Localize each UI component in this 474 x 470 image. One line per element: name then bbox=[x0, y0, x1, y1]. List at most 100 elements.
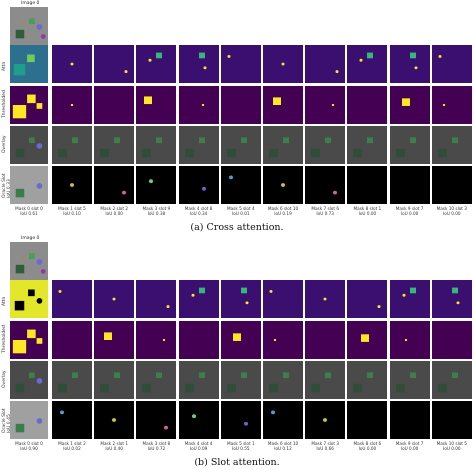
mask-tile-r2-c8 bbox=[347, 126, 388, 164]
mask-tile-r2-c1 bbox=[52, 126, 92, 164]
mask-tile-r3-c8 bbox=[347, 166, 388, 204]
mask-tile-r3-c7 bbox=[305, 401, 346, 439]
iou-label: IoU 0.34 bbox=[189, 211, 208, 216]
column-caption: Mask 10 slot 5 IoU 0.00 bbox=[432, 441, 472, 451]
iou-label: IoU 0.19 bbox=[274, 211, 292, 216]
mask-tile-r0-c7 bbox=[305, 45, 346, 83]
mask-tile-r1-c2 bbox=[94, 321, 135, 359]
mask-tile-r0-c10 bbox=[431, 45, 472, 83]
column-caption: Mask 9 slot 7 IoU 0.00 bbox=[390, 206, 430, 216]
mask-slot-label: Mask 1 slot 2 bbox=[58, 441, 86, 446]
column-caption: Mask 3 slot 9 IoU 0.38 bbox=[136, 206, 176, 216]
mask-tile-r3-c1 bbox=[52, 401, 92, 439]
mask-tile-r1-c4 bbox=[178, 321, 219, 359]
mask-tile-r3-c3 bbox=[136, 401, 177, 439]
mask-slot-label: Mask 0 slot 0 bbox=[15, 206, 43, 211]
source-image bbox=[10, 7, 48, 45]
mask-slot-label: Mask 10 slot 3 bbox=[436, 206, 467, 211]
column-caption: Mask 6 slot 10 IoU 0.19 bbox=[263, 206, 303, 216]
mask-tile-r3-c5 bbox=[220, 401, 261, 439]
mask-tile-r1-c5 bbox=[220, 321, 261, 359]
mask-tile-r3-c0 bbox=[10, 166, 48, 204]
mask-tile-r3-c4 bbox=[178, 401, 219, 439]
mask-tile-r1-c1 bbox=[52, 86, 92, 124]
mask-slot-label: Mask 1 slot 5 bbox=[58, 206, 86, 211]
mask-tile-r2-c8 bbox=[347, 361, 388, 399]
mask-tile-r0-c3 bbox=[136, 45, 177, 83]
mask-tile-r1-c9 bbox=[389, 86, 430, 124]
column-caption: Mask 1 slot 5 IoU 0.10 bbox=[52, 206, 92, 216]
row-label-attn: Attn bbox=[2, 61, 7, 71]
mask-tile-r0-c7 bbox=[305, 280, 346, 318]
mask-tile-r1-c7 bbox=[305, 321, 346, 359]
mask-slot-label: Mask 6 slot 10 bbox=[267, 441, 299, 446]
mask-tile-r3-c9 bbox=[389, 401, 430, 439]
iou-label: IoU 0.72 bbox=[147, 446, 166, 451]
iou-label: IoU 0.73 bbox=[316, 211, 334, 216]
mask-slot-label: Mask 10 slot 5 bbox=[436, 441, 467, 446]
mask-tile-r0-c9 bbox=[389, 280, 430, 318]
mask-tile-r2-c3 bbox=[136, 126, 177, 164]
mask-slot-label: Mask 9 slot 7 bbox=[395, 206, 424, 211]
mask-slot-label: Mask 7 slot 3 bbox=[311, 441, 340, 446]
mask-tile-r2-c0 bbox=[10, 126, 48, 164]
mask-tile-r2-c7 bbox=[305, 126, 346, 164]
mask-tile-r1-c2 bbox=[94, 86, 135, 124]
mask-tile-r1-c10 bbox=[431, 86, 472, 124]
column-caption: Mask 1 slot 2 IoU 0.02 bbox=[52, 441, 92, 451]
mask-tile-r1-c7 bbox=[305, 86, 346, 124]
mask-tile-r3-c6 bbox=[263, 401, 303, 439]
row-label-overlay: Overlay bbox=[2, 370, 7, 389]
mask-tile-r3-c2 bbox=[94, 166, 135, 204]
column-caption: Mask 0 slot 0 IoU 0.90 bbox=[10, 441, 48, 451]
mask-slot-label: Mask 5 slot 1 bbox=[226, 441, 255, 446]
mask-tile-r3-c2 bbox=[94, 401, 135, 439]
iou-label: IoU 0.00 bbox=[358, 446, 377, 451]
mask-tile-r0-c8 bbox=[347, 45, 388, 83]
row-label-thresholded: Thresholded bbox=[2, 90, 7, 118]
mask-tile-r0-c1 bbox=[52, 280, 92, 318]
figure-caption: (a) Cross attention. bbox=[190, 222, 284, 233]
mask-slot-label: Mask 9 slot 7 bbox=[395, 441, 424, 446]
mask-tile-r0-c5 bbox=[220, 45, 261, 83]
mask-tile-r3-c10 bbox=[431, 401, 472, 439]
mask-tile-r1-c0 bbox=[10, 86, 48, 124]
mask-tile-r2-c10 bbox=[431, 361, 472, 399]
mask-tile-r2-c9 bbox=[389, 126, 430, 164]
mask-tile-r2-c5 bbox=[220, 126, 261, 164]
mask-tile-r1-c0 bbox=[10, 321, 48, 359]
mask-tile-r3-c6 bbox=[263, 166, 303, 204]
column-caption: Mask 7 slot 6 IoU 0.73 bbox=[305, 206, 345, 216]
figure-panel-cross-attention: Image 0 Attn Thresholded Overlay Oracle … bbox=[2, 1, 472, 233]
iou-label: IoU 0.40 bbox=[105, 446, 123, 451]
mask-tile-r0-c5 bbox=[220, 280, 261, 318]
mask-tile-r1-c10 bbox=[431, 321, 472, 359]
source-image bbox=[10, 242, 48, 280]
iou-label: IoU 0.66 bbox=[316, 446, 334, 451]
mask-tile-r1-c9 bbox=[389, 321, 430, 359]
row-label-attn: Attn bbox=[2, 296, 7, 306]
iou-label: IoU 0.01 bbox=[232, 211, 250, 216]
mask-tile-r2-c7 bbox=[305, 361, 346, 399]
mask-tile-r0-c6 bbox=[263, 45, 303, 83]
column-caption: Mask 4 slot 8 IoU 0.34 bbox=[179, 206, 219, 216]
mask-tile-r0-c4 bbox=[178, 280, 219, 318]
mask-slot-label: Mask 2 slot 1 bbox=[100, 441, 129, 446]
column-caption: Mask 8 slot 1 IoU 0.00 bbox=[347, 206, 387, 216]
mask-tile-r1-c8 bbox=[347, 86, 388, 124]
column-caption: Mask 10 slot 3 IoU 0.00 bbox=[432, 206, 472, 216]
mask-tile-r2-c9 bbox=[389, 361, 430, 399]
mask-tile-r1-c4 bbox=[178, 86, 219, 124]
mask-slot-label: Mask 4 slot 8 bbox=[184, 206, 213, 211]
iou-label: IoU 0.00 bbox=[105, 211, 123, 216]
iou-label: IoU 0.09 bbox=[189, 446, 208, 451]
iou-label: IoU 0.00 bbox=[358, 211, 377, 216]
mask-slot-label: Mask 2 slot 2 bbox=[100, 206, 129, 211]
mask-tile-r0-c9 bbox=[389, 45, 430, 83]
mask-tile-r2-c6 bbox=[263, 361, 303, 399]
mask-tile-r1-c6 bbox=[263, 86, 303, 124]
mask-slot-label: Mask 3 slot 8 bbox=[142, 441, 171, 446]
mask-tile-r1-c6 bbox=[263, 321, 303, 359]
mask-tile-r0-c2 bbox=[94, 45, 135, 83]
mask-tile-r1-c3 bbox=[136, 86, 177, 124]
